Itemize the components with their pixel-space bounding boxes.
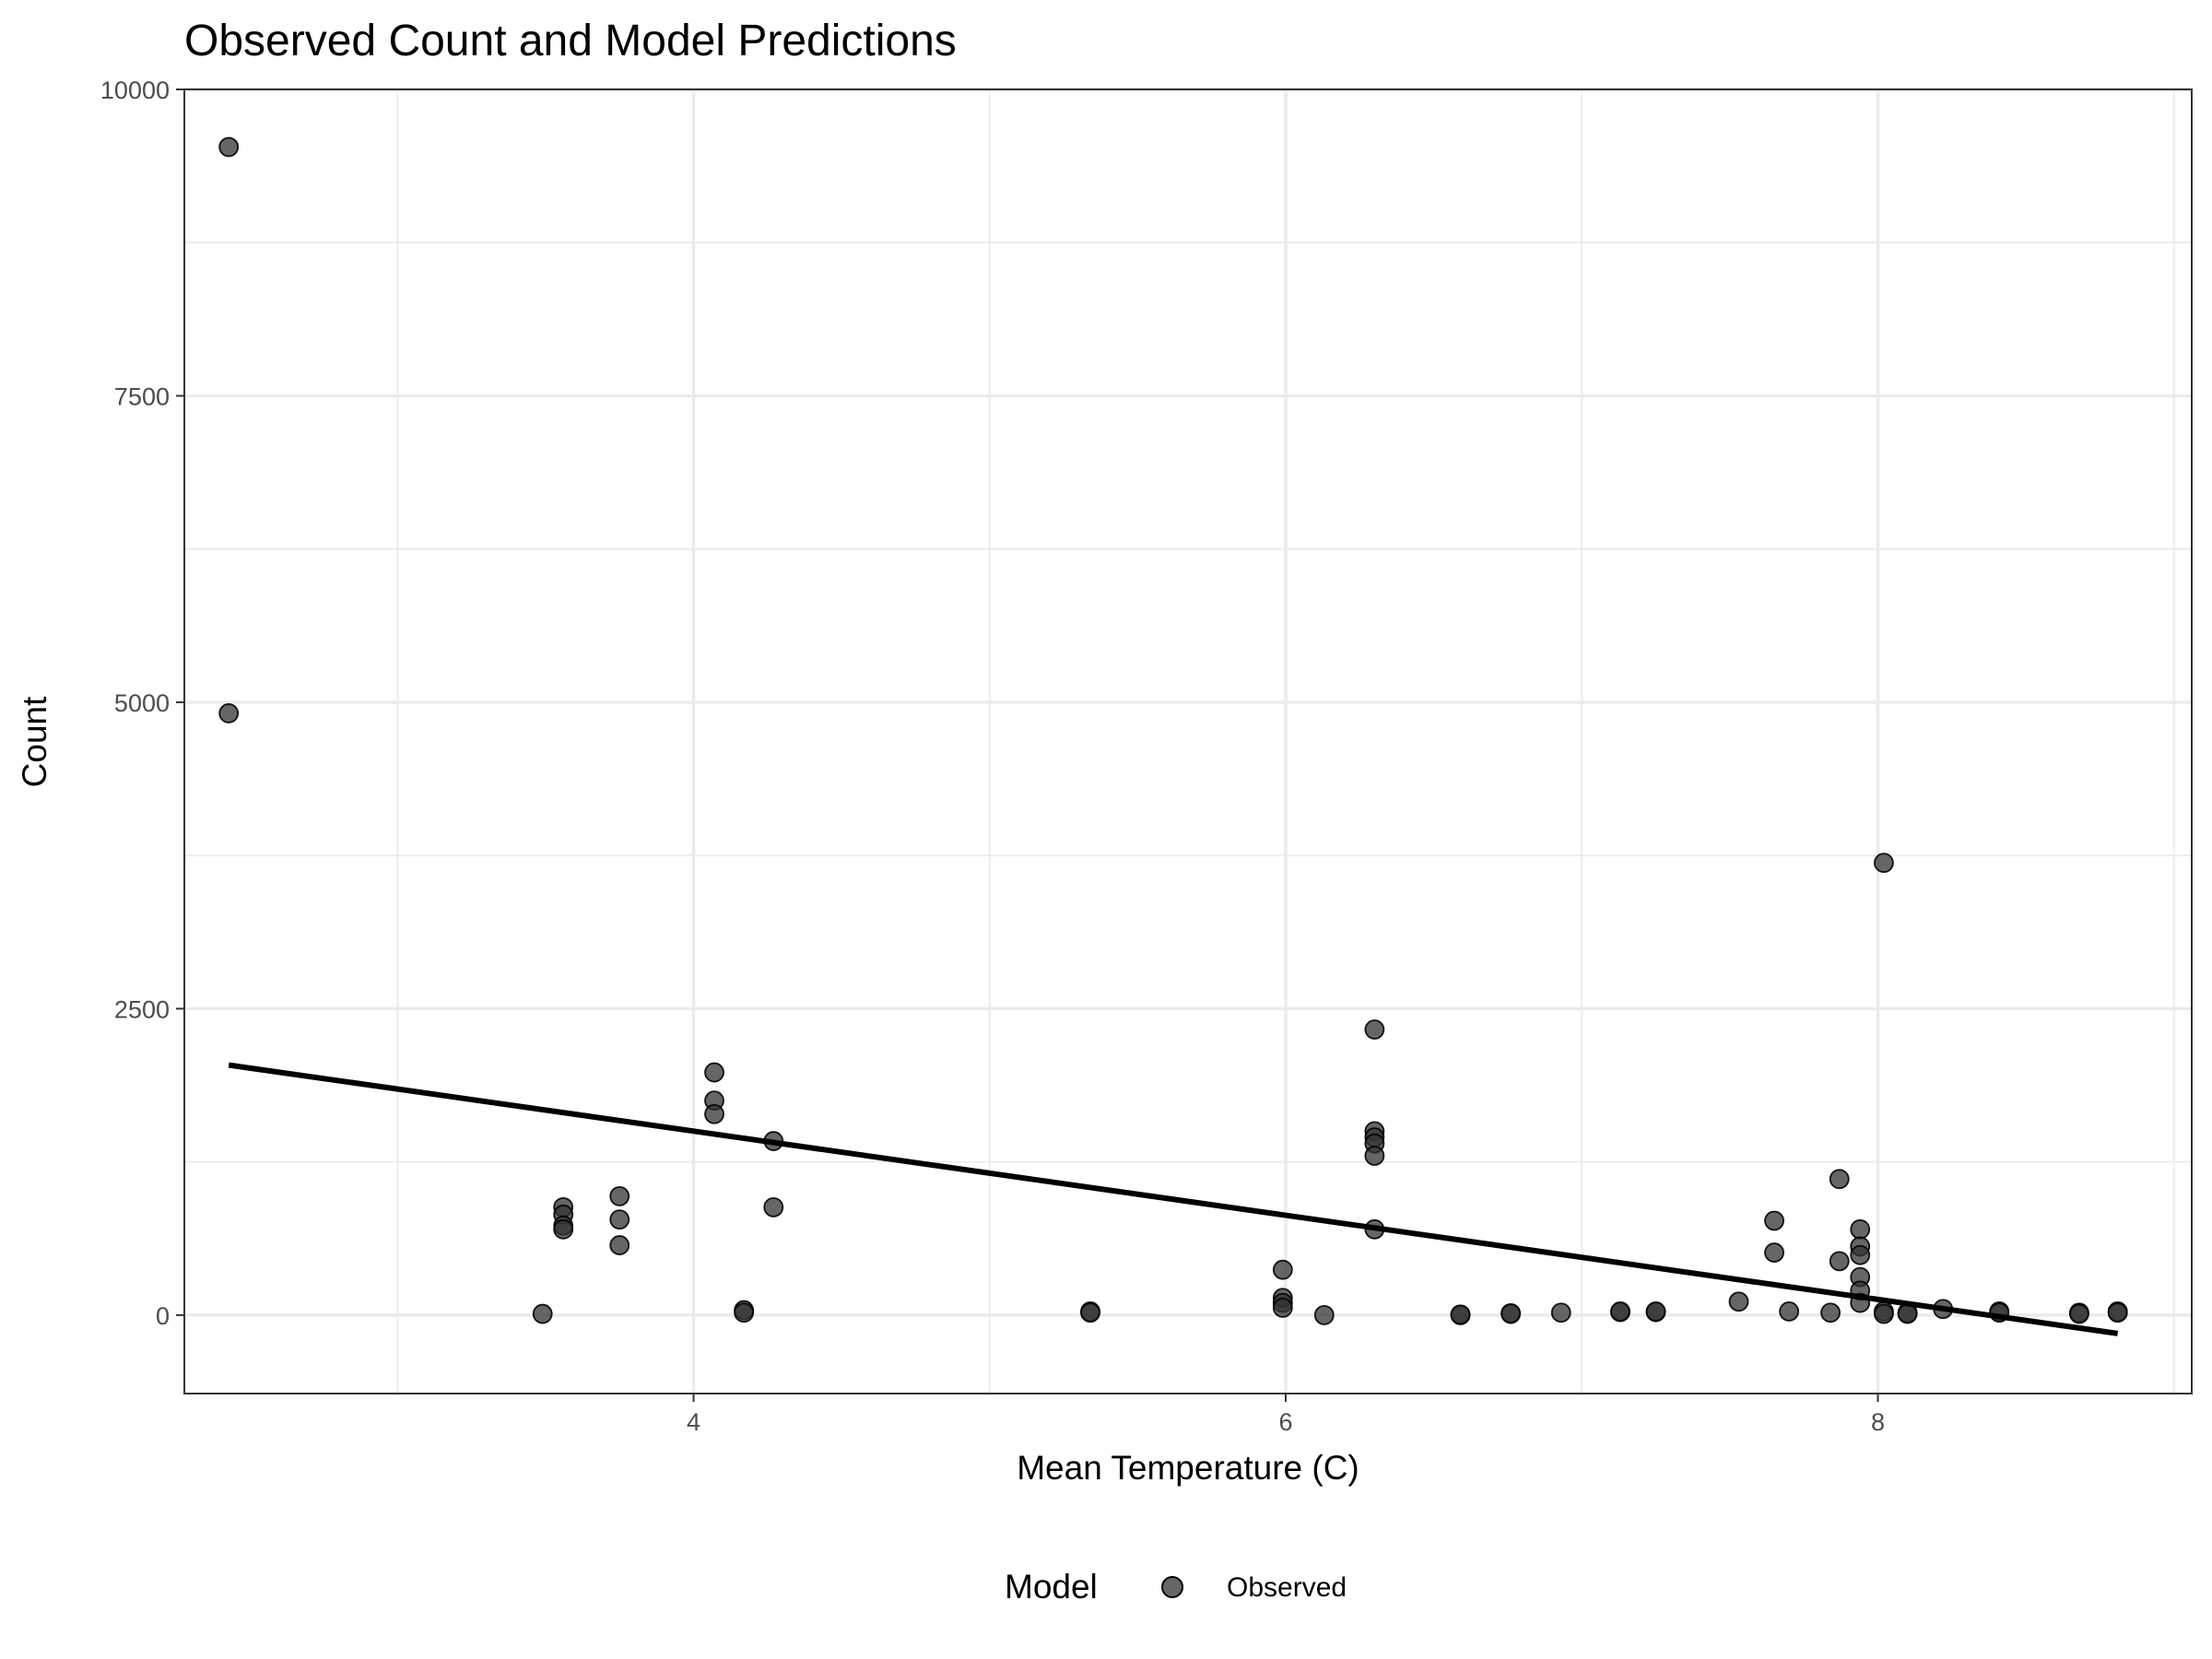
legend: Model Observed — [1005, 1568, 1347, 1606]
observed-point — [704, 1103, 724, 1124]
x-tick-label: 4 — [687, 1408, 700, 1436]
observed-point — [1764, 1242, 1784, 1263]
y-tick-label: 0 — [156, 1302, 170, 1330]
observed-point — [1779, 1300, 1800, 1322]
observed-point — [1829, 1251, 1850, 1272]
observed-point — [734, 1302, 755, 1324]
observed-point — [1313, 1304, 1335, 1325]
axes: 4 6 8 0 2500 5000 7500 10000 — [100, 76, 1885, 1436]
observed-point — [609, 1185, 630, 1206]
observed-point — [1829, 1169, 1850, 1190]
observed-point — [218, 703, 240, 724]
observed-point — [704, 1062, 724, 1083]
observed-point — [1820, 1302, 1841, 1324]
y-tick-label: 10000 — [100, 76, 170, 104]
observed-point — [1874, 1303, 1894, 1324]
observed-point — [532, 1303, 553, 1324]
observed-point — [609, 1209, 630, 1230]
observed-point — [1728, 1291, 1749, 1312]
y-tick-label: 2500 — [114, 995, 170, 1023]
y-tick-label: 5000 — [114, 689, 170, 717]
y-tick-label: 7500 — [114, 382, 170, 410]
observed-point — [2107, 1302, 2128, 1324]
observed-point — [218, 136, 240, 158]
x-tick-label: 6 — [1278, 1408, 1292, 1436]
observed-point — [609, 1235, 630, 1255]
observed-point — [1272, 1298, 1293, 1318]
observed-point — [1364, 1146, 1385, 1166]
x-axis-title: Mean Temperature (C) — [1017, 1449, 1359, 1487]
observed-point — [1850, 1218, 1871, 1240]
observed-point — [2069, 1303, 2089, 1324]
y-axis-title: Count — [16, 696, 53, 787]
observed-point — [1764, 1210, 1784, 1231]
legend-marker-observed — [1161, 1576, 1183, 1598]
legend-label-observed: Observed — [1227, 1572, 1347, 1603]
x-tick-label: 8 — [1871, 1408, 1885, 1436]
observed-point — [1874, 853, 1894, 874]
observed-point — [763, 1196, 784, 1218]
plot-data — [218, 136, 2128, 1336]
observed-point — [1500, 1302, 1522, 1324]
observed-point — [1645, 1300, 1666, 1322]
observed-point — [1272, 1259, 1293, 1280]
model-prediction-line — [228, 1062, 2119, 1336]
observed-point — [1364, 1019, 1385, 1040]
observed-point — [1080, 1302, 1100, 1324]
chart-title: Observed Count and Model Predictions — [184, 17, 957, 65]
observed-point — [1610, 1300, 1630, 1322]
legend-title: Model — [1005, 1568, 1098, 1606]
observed-point — [1897, 1303, 1918, 1324]
grid — [184, 88, 2192, 1394]
observed-point — [1550, 1302, 1571, 1324]
observed-point — [1850, 1244, 1871, 1265]
observed-point — [553, 1218, 574, 1240]
observed-point — [1450, 1304, 1471, 1325]
panel-border — [183, 88, 2193, 1394]
